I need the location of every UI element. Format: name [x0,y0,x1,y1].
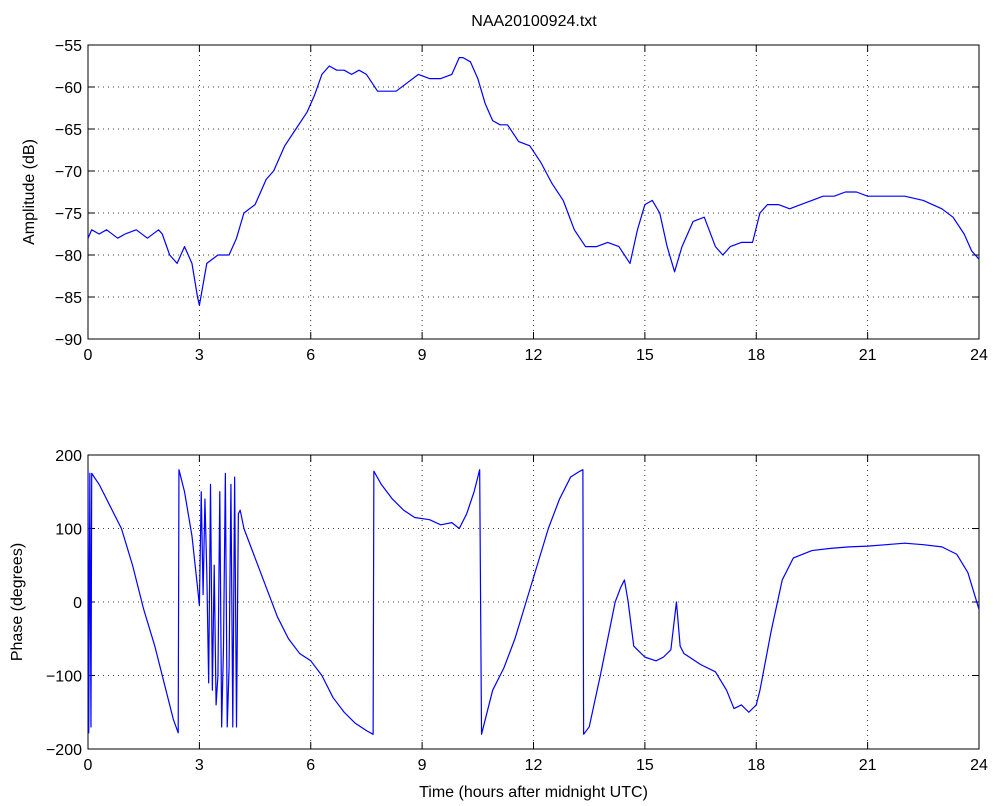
amplitude-y-tick-label: −90 [55,332,82,349]
amplitude-y-tick-label: −80 [55,248,82,265]
amplitude-x-tick-label: 0 [84,347,93,364]
amplitude-x-tick-label: 24 [970,347,988,364]
phase-x-tick-label: 18 [747,757,765,774]
amplitude-x-tick-label: 12 [525,347,543,364]
amplitude-x-tick-label: 3 [195,347,204,364]
amplitude-y-tick-label: −70 [55,164,82,181]
phase-x-tick-label: 15 [636,757,654,774]
phase-y-tick-label: 100 [55,522,82,539]
phase-panel: 0 3 6 9 12 15 18 21 24 −200 −100 0 100 200 Phase (degr… [9,448,988,801]
amplitude-series-line [88,57,979,306]
phase-x-tick-label: 3 [195,757,204,774]
amplitude-y-tick-label: −75 [55,206,82,223]
phase-x-tick-label: 12 [525,757,543,774]
amplitude-y-tick-label: −65 [55,122,82,139]
amplitude-x-tick-label: 21 [859,347,877,364]
amplitude-x-tick-label: 18 [747,347,765,364]
phase-y-tick-label: 0 [73,595,82,612]
amplitude-x-tick-label: 9 [418,347,427,364]
phase-y-tick-label: 200 [55,448,82,465]
phase-x-tick-label: 21 [859,757,877,774]
amplitude-x-tick-label: 15 [636,347,654,364]
amplitude-y-tick-label: −60 [55,80,82,97]
phase-x-axis-label: Time (hours after midnight UTC) [419,784,648,801]
phase-series-line [88,469,979,735]
chart-title: NAA20100924.txt [471,13,597,30]
phase-x-tick-label: 0 [84,757,93,774]
phase-x-tick-label: 24 [970,757,988,774]
amplitude-panel: 0 3 6 9 12 15 18 21 24 −90 −85 −80 −75 −70 −65 −60 −55 Am… [21,38,988,364]
phase-y-axis-label: Phase (degrees) [9,543,26,661]
amplitude-x-tick-label: 6 [306,347,315,364]
amplitude-y-axis-label: Amplitude (dB) [21,139,38,245]
amplitude-y-tick-label: −55 [55,38,82,55]
phase-x-tick-label: 9 [418,757,427,774]
phase-y-tick-label: −200 [46,742,82,759]
amplitude-y-tick-label: −85 [55,290,82,307]
phase-x-tick-label: 6 [306,757,315,774]
phase-y-tick-label: −100 [46,669,82,686]
